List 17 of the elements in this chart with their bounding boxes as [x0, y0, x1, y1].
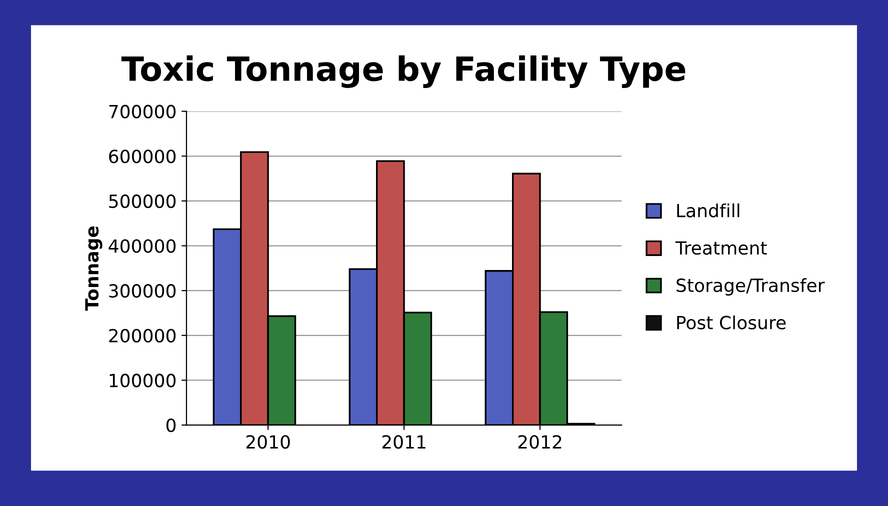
y-tick-label: 400000	[108, 239, 176, 253]
y-tick-label: 300000	[109, 284, 176, 298]
y-tick-label: 500000	[109, 194, 176, 208]
y-tick-label: 700000	[109, 104, 176, 118]
legend-label: Landfill	[677, 203, 740, 218]
legend-label: Treatment	[675, 241, 767, 255]
x-tick-label: 2012	[518, 435, 562, 449]
legend-label: Post Closure	[677, 315, 786, 330]
chart-title: Toxic Tonnage by Facility Type	[121, 55, 686, 88]
y-tick-label: 100000	[110, 374, 176, 388]
y-tick-label: 600000	[109, 150, 176, 164]
x-tick-label: 2010	[246, 435, 290, 449]
y-axis-title: Tonnage	[85, 226, 102, 311]
y-tick-label: 200000	[109, 328, 176, 343]
x-tick-label: 2011	[382, 435, 426, 449]
y-tick-label: 0	[166, 418, 176, 432]
legend-label: Storage/Transfer	[676, 278, 825, 296]
